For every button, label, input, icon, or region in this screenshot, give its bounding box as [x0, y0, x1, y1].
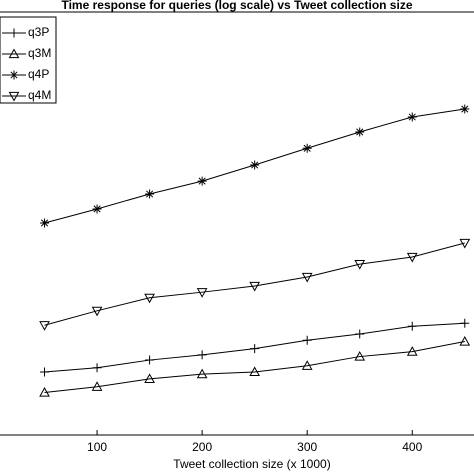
x-tick-label: 400: [402, 440, 422, 454]
marker: [91, 306, 103, 317]
plot-frame: [0, 11, 474, 436]
marker: [196, 368, 208, 379]
marker: [144, 293, 155, 304]
marker: [92, 204, 102, 214]
legend-label: q3M: [28, 46, 51, 60]
marker: [459, 336, 471, 346]
series-line: [44, 341, 465, 394]
marker: [197, 176, 207, 186]
marker: [92, 363, 102, 373]
marker: [9, 70, 19, 80]
marker: [301, 360, 313, 370]
marker: [40, 218, 50, 228]
marker: [250, 160, 260, 170]
chart-title: Time response for queries (log scale) vs…: [61, 0, 412, 12]
marker: [197, 350, 207, 360]
marker: [91, 381, 103, 391]
marker: [9, 28, 19, 38]
x-axis-label: Tweet collection size (x 1000): [173, 457, 330, 471]
marker: [196, 288, 208, 298]
marker: [460, 104, 470, 114]
x-tick-label: 300: [297, 440, 317, 454]
marker: [40, 367, 50, 377]
marker: [144, 373, 155, 383]
marker: [8, 48, 20, 59]
legend-label: q3P: [28, 25, 49, 39]
marker: [145, 355, 155, 365]
series-line: [44, 242, 465, 326]
marker: [460, 318, 470, 328]
legend-box: [0, 16, 57, 104]
marker: [302, 335, 312, 345]
marker: [406, 346, 418, 356]
legend-label: q4M: [28, 88, 51, 102]
marker: [459, 238, 471, 249]
marker: [407, 112, 417, 122]
marker: [355, 329, 365, 339]
marker: [249, 366, 261, 377]
marker: [8, 91, 20, 102]
marker: [354, 259, 366, 270]
marker: [301, 272, 313, 283]
marker: [39, 387, 50, 397]
marker: [354, 351, 366, 361]
marker: [355, 127, 365, 137]
marker: [406, 252, 418, 263]
x-tick-label: 100: [87, 440, 107, 454]
marker: [250, 344, 260, 354]
legend: q3P q3M q4P q4M: [0, 16, 57, 104]
marker: [302, 143, 312, 153]
marker: [249, 281, 261, 292]
marker: [39, 321, 50, 331]
x-tick-label: 200: [192, 440, 212, 454]
marker: [407, 321, 417, 331]
legend-label: q4P: [28, 67, 49, 81]
marker: [145, 189, 155, 199]
